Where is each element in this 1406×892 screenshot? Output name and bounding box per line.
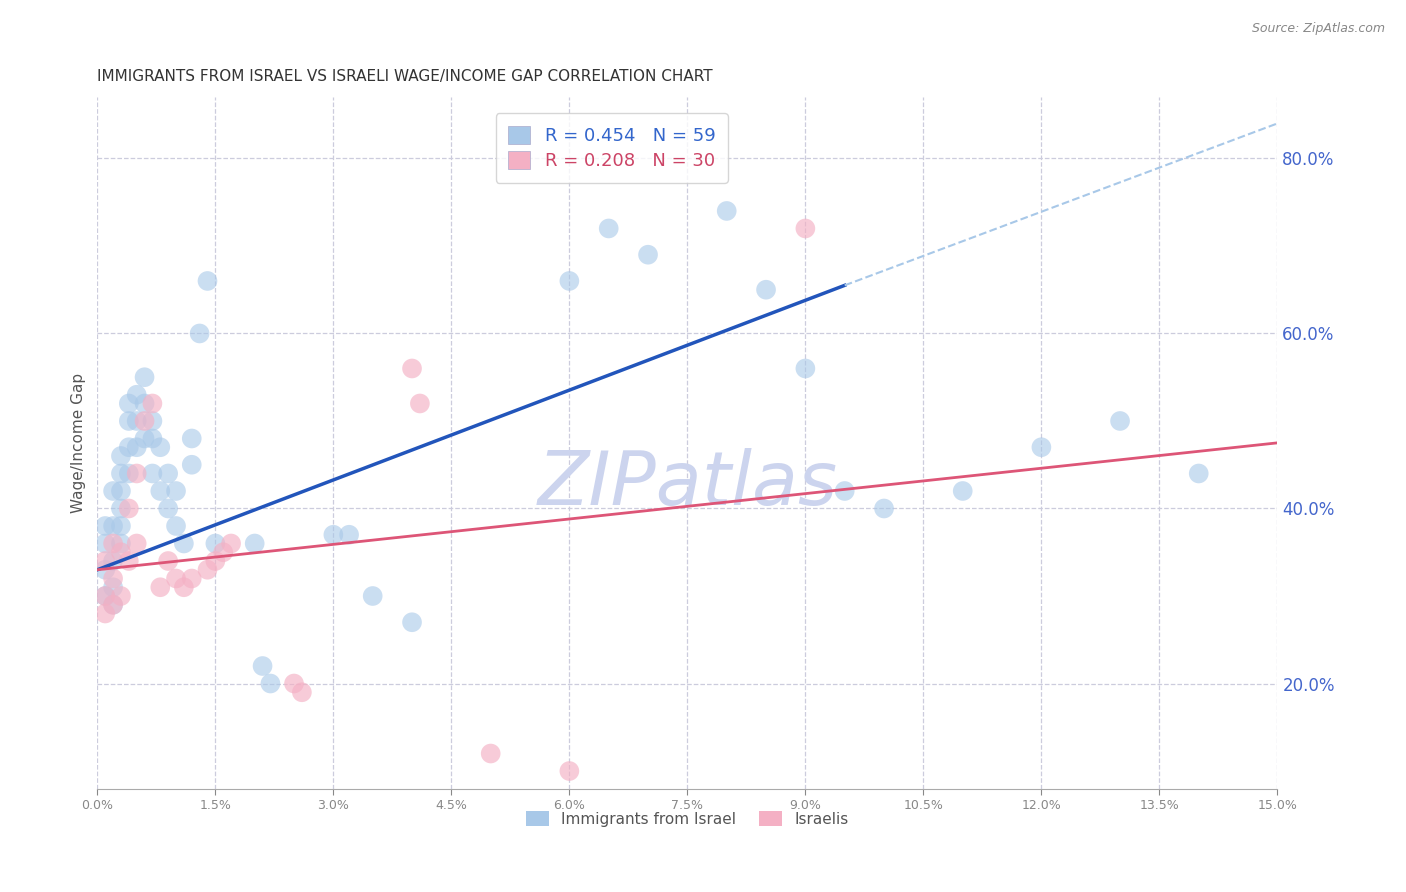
Point bbox=[834, 483, 856, 498]
Point bbox=[101, 536, 124, 550]
Point bbox=[197, 563, 219, 577]
Point bbox=[110, 536, 132, 550]
Point bbox=[157, 467, 180, 481]
Y-axis label: Wage/Income Gap: Wage/Income Gap bbox=[72, 373, 86, 513]
Point bbox=[401, 361, 423, 376]
Point bbox=[101, 580, 124, 594]
Point bbox=[149, 580, 172, 594]
Point bbox=[219, 536, 242, 550]
Point bbox=[637, 248, 659, 262]
Point bbox=[873, 501, 896, 516]
Point bbox=[204, 554, 226, 568]
Point bbox=[180, 432, 202, 446]
Point bbox=[165, 483, 187, 498]
Point bbox=[110, 449, 132, 463]
Point bbox=[1109, 414, 1132, 428]
Point bbox=[794, 361, 817, 376]
Point bbox=[291, 685, 314, 699]
Point bbox=[94, 589, 117, 603]
Point bbox=[101, 483, 124, 498]
Point bbox=[101, 554, 124, 568]
Point bbox=[134, 370, 156, 384]
Text: ZIPatlas: ZIPatlas bbox=[537, 449, 838, 520]
Point bbox=[141, 396, 163, 410]
Point bbox=[94, 589, 117, 603]
Point bbox=[337, 527, 360, 541]
Point bbox=[259, 676, 281, 690]
Point bbox=[173, 580, 195, 594]
Point bbox=[558, 764, 581, 778]
Point bbox=[1188, 467, 1211, 481]
Point bbox=[212, 545, 235, 559]
Point bbox=[598, 221, 620, 235]
Point bbox=[125, 440, 148, 454]
Point bbox=[110, 519, 132, 533]
Point bbox=[141, 467, 163, 481]
Point bbox=[125, 388, 148, 402]
Point bbox=[716, 203, 738, 218]
Point bbox=[165, 519, 187, 533]
Point bbox=[134, 396, 156, 410]
Point bbox=[141, 414, 163, 428]
Legend: Immigrants from Israel, Israelis: Immigrants from Israel, Israelis bbox=[520, 805, 855, 833]
Point bbox=[1031, 440, 1053, 454]
Point bbox=[125, 414, 148, 428]
Point bbox=[755, 283, 778, 297]
Point bbox=[479, 747, 502, 761]
Text: IMMIGRANTS FROM ISRAEL VS ISRAELI WAGE/INCOME GAP CORRELATION CHART: IMMIGRANTS FROM ISRAEL VS ISRAELI WAGE/I… bbox=[97, 69, 713, 84]
Point bbox=[110, 501, 132, 516]
Point bbox=[204, 536, 226, 550]
Point bbox=[118, 501, 141, 516]
Point bbox=[173, 536, 195, 550]
Point bbox=[157, 554, 180, 568]
Point bbox=[197, 274, 219, 288]
Point bbox=[118, 414, 141, 428]
Point bbox=[94, 563, 117, 577]
Point bbox=[110, 483, 132, 498]
Point bbox=[283, 676, 305, 690]
Point bbox=[101, 572, 124, 586]
Point bbox=[141, 432, 163, 446]
Point bbox=[110, 589, 132, 603]
Point bbox=[952, 483, 974, 498]
Point bbox=[180, 572, 202, 586]
Point bbox=[118, 396, 141, 410]
Point bbox=[110, 545, 132, 559]
Point bbox=[409, 396, 432, 410]
Point bbox=[149, 440, 172, 454]
Point bbox=[118, 467, 141, 481]
Point bbox=[322, 527, 344, 541]
Point bbox=[101, 598, 124, 612]
Point bbox=[118, 554, 141, 568]
Point bbox=[125, 467, 148, 481]
Point bbox=[180, 458, 202, 472]
Point bbox=[101, 598, 124, 612]
Point bbox=[149, 483, 172, 498]
Point bbox=[157, 501, 180, 516]
Point bbox=[101, 519, 124, 533]
Point bbox=[94, 554, 117, 568]
Point bbox=[188, 326, 211, 341]
Point bbox=[94, 536, 117, 550]
Text: Source: ZipAtlas.com: Source: ZipAtlas.com bbox=[1251, 22, 1385, 36]
Point bbox=[558, 274, 581, 288]
Point bbox=[94, 519, 117, 533]
Point bbox=[94, 607, 117, 621]
Point bbox=[165, 572, 187, 586]
Point bbox=[125, 536, 148, 550]
Point bbox=[134, 432, 156, 446]
Point bbox=[134, 414, 156, 428]
Point bbox=[794, 221, 817, 235]
Point bbox=[401, 615, 423, 630]
Point bbox=[110, 467, 132, 481]
Point bbox=[361, 589, 384, 603]
Point bbox=[118, 440, 141, 454]
Point bbox=[252, 659, 274, 673]
Point bbox=[243, 536, 266, 550]
